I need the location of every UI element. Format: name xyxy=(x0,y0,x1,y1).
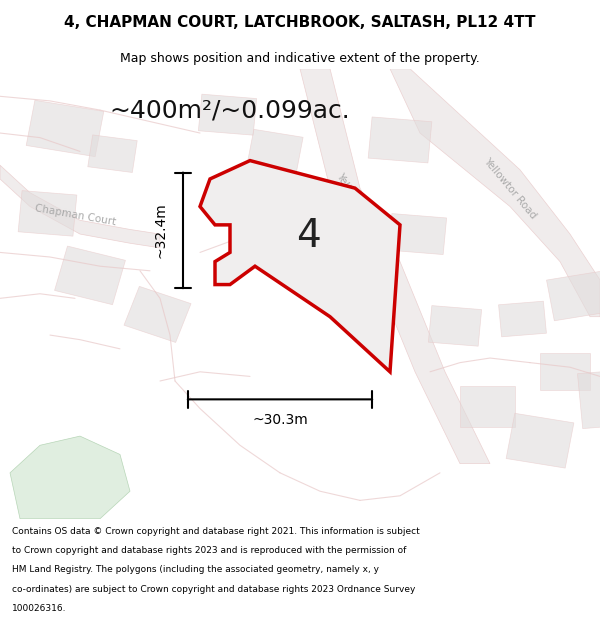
Polygon shape xyxy=(390,69,600,317)
Polygon shape xyxy=(499,301,547,337)
Polygon shape xyxy=(506,413,574,468)
Text: ~400m²/~0.099ac.: ~400m²/~0.099ac. xyxy=(110,98,350,122)
Polygon shape xyxy=(428,306,482,346)
Polygon shape xyxy=(540,354,590,390)
Polygon shape xyxy=(26,100,104,157)
Polygon shape xyxy=(368,117,432,163)
Text: 100026316.: 100026316. xyxy=(12,604,67,612)
Text: co-ordinates) are subject to Crown copyright and database rights 2023 Ordnance S: co-ordinates) are subject to Crown copyr… xyxy=(12,584,415,594)
Polygon shape xyxy=(18,191,77,236)
Text: to Crown copyright and database rights 2023 and is reproduced with the permissio: to Crown copyright and database rights 2… xyxy=(12,546,406,556)
Polygon shape xyxy=(247,129,303,174)
Polygon shape xyxy=(88,135,137,172)
Polygon shape xyxy=(199,94,257,135)
Text: 4, CHAPMAN COURT, LATCHBROOK, SALTASH, PL12 4TT: 4, CHAPMAN COURT, LATCHBROOK, SALTASH, P… xyxy=(64,15,536,30)
Polygon shape xyxy=(124,286,191,342)
Text: HM Land Registry. The polygons (including the associated geometry, namely x, y: HM Land Registry. The polygons (includin… xyxy=(12,566,379,574)
Polygon shape xyxy=(55,246,125,305)
Text: Yellowtor Road: Yellowtor Road xyxy=(335,171,382,242)
Polygon shape xyxy=(460,386,515,427)
Polygon shape xyxy=(300,69,490,464)
Text: ~32.4m: ~32.4m xyxy=(154,202,168,258)
Polygon shape xyxy=(10,436,130,519)
Polygon shape xyxy=(547,271,600,321)
Text: Contains OS data © Crown copyright and database right 2021. This information is : Contains OS data © Crown copyright and d… xyxy=(12,528,420,536)
Polygon shape xyxy=(388,214,446,254)
Text: Yellowtor Road: Yellowtor Road xyxy=(482,156,538,221)
Polygon shape xyxy=(0,165,160,248)
Polygon shape xyxy=(200,161,400,372)
Text: ~30.3m: ~30.3m xyxy=(252,412,308,427)
Text: Map shows position and indicative extent of the property.: Map shows position and indicative extent… xyxy=(120,52,480,65)
Polygon shape xyxy=(577,370,600,429)
Text: Chapman Court: Chapman Court xyxy=(34,204,116,228)
Text: 4: 4 xyxy=(296,217,320,255)
